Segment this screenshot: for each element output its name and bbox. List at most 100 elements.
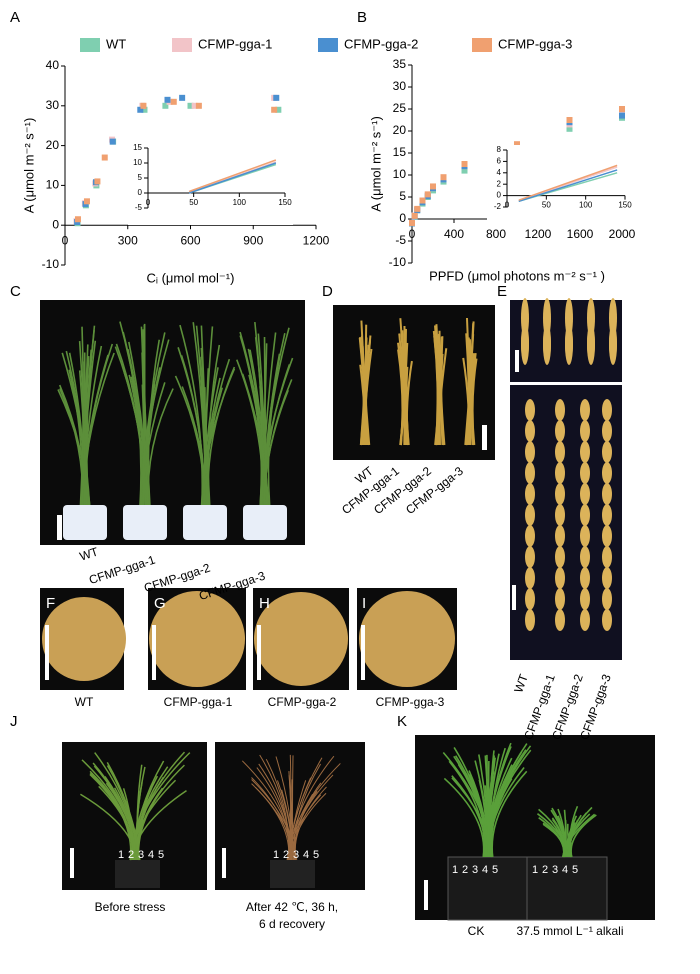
point bbox=[619, 106, 625, 112]
grain bbox=[602, 609, 612, 631]
pot bbox=[115, 860, 160, 888]
grain bbox=[555, 546, 565, 568]
point bbox=[430, 183, 436, 189]
grain bbox=[602, 546, 612, 568]
grain bbox=[543, 325, 551, 365]
f-i-label: CFMP-gga-1 bbox=[164, 695, 233, 709]
grain bbox=[580, 420, 590, 442]
grain bbox=[602, 525, 612, 547]
y-axis-label: A (μmol m⁻² s⁻¹) bbox=[368, 116, 383, 212]
point bbox=[425, 191, 431, 197]
point bbox=[420, 198, 426, 204]
x-tick-label: 400 bbox=[444, 227, 464, 241]
grain bbox=[609, 325, 617, 365]
panel-letter: G bbox=[154, 595, 166, 612]
point bbox=[412, 213, 418, 219]
point bbox=[179, 95, 185, 101]
f-i-label: CFMP-gga-3 bbox=[376, 695, 445, 709]
grain bbox=[525, 609, 535, 631]
pot-number: 4 bbox=[562, 864, 568, 876]
grain bbox=[602, 504, 612, 526]
grain bbox=[580, 399, 590, 421]
j-label: 6 d recovery bbox=[259, 917, 325, 931]
panel-letter: C bbox=[10, 283, 21, 300]
panel-letter: A bbox=[10, 9, 20, 26]
pot bbox=[123, 505, 167, 540]
grain bbox=[555, 420, 565, 442]
x-tick-label: 2000 bbox=[609, 227, 636, 241]
panel-letter: E bbox=[497, 283, 507, 300]
y-tick-label: 10 bbox=[393, 167, 407, 181]
y-tick-label: 30 bbox=[46, 98, 60, 112]
pot-number: 5 bbox=[492, 864, 498, 876]
grain bbox=[555, 399, 565, 421]
legend-swatch bbox=[472, 38, 492, 52]
pot-number: 1 bbox=[273, 849, 279, 861]
grain bbox=[602, 462, 612, 484]
grain bbox=[580, 567, 590, 589]
x-tick-label: 900 bbox=[243, 233, 263, 247]
panel-letter: J bbox=[10, 713, 18, 730]
grain bbox=[521, 325, 529, 365]
y-tick-label: 10 bbox=[46, 178, 60, 192]
x-tick-label: 1200 bbox=[303, 233, 330, 247]
pot-number: 5 bbox=[572, 864, 578, 876]
pot-number: 5 bbox=[158, 849, 164, 861]
y-tick-label: 10 bbox=[133, 158, 142, 167]
grain bbox=[525, 441, 535, 463]
y-tick-label: -2 bbox=[494, 202, 502, 211]
y-tick-label: 0 bbox=[399, 211, 406, 225]
y-tick-label: 0 bbox=[52, 217, 59, 231]
grain bbox=[525, 420, 535, 442]
panel-letter: K bbox=[397, 713, 407, 730]
grain bbox=[525, 483, 535, 505]
x-tick-label: 150 bbox=[618, 201, 632, 210]
legend-label: CFMP-gga-2 bbox=[344, 36, 418, 51]
grain bbox=[602, 420, 612, 442]
f-i-label: WT bbox=[75, 695, 94, 709]
grain bbox=[555, 441, 565, 463]
grain bbox=[555, 504, 565, 526]
grain bbox=[555, 483, 565, 505]
point bbox=[94, 178, 100, 184]
y-tick-label: 5 bbox=[399, 189, 406, 203]
grain bbox=[580, 462, 590, 484]
y-tick-label: 15 bbox=[133, 143, 142, 152]
pot-number: 4 bbox=[482, 864, 488, 876]
k-label: 37.5 mmol L⁻¹ alkali bbox=[516, 924, 623, 938]
pot bbox=[63, 505, 107, 540]
y-tick-label: -10 bbox=[42, 257, 60, 271]
grain bbox=[602, 588, 612, 610]
c-label: WT bbox=[78, 544, 101, 563]
y-tick-label: 0 bbox=[138, 188, 143, 197]
grain bbox=[602, 399, 612, 421]
y-tick-label: 4 bbox=[497, 168, 502, 177]
legend-label: CFMP-gga-3 bbox=[498, 36, 572, 51]
x-axis-label: PPFD (μmol photons m⁻² s⁻¹ ) bbox=[429, 268, 605, 283]
y-tick-label: 8 bbox=[497, 145, 502, 154]
grain bbox=[525, 588, 535, 610]
point bbox=[619, 113, 625, 119]
y-axis-label: A (μmol m⁻² s⁻¹) bbox=[21, 118, 36, 214]
legend-swatch bbox=[172, 38, 192, 52]
x-tick-label: 300 bbox=[118, 233, 138, 247]
x-tick-label: 100 bbox=[579, 201, 593, 210]
grain bbox=[580, 546, 590, 568]
grain bbox=[580, 504, 590, 526]
point bbox=[164, 97, 170, 103]
x-tick-label: 600 bbox=[180, 233, 200, 247]
y-tick-label: 25 bbox=[393, 101, 407, 115]
pot-number: 2 bbox=[462, 864, 468, 876]
grain bbox=[525, 504, 535, 526]
grain bbox=[580, 609, 590, 631]
y-tick-label: -5 bbox=[395, 233, 406, 247]
pot-number: 4 bbox=[148, 849, 154, 861]
legend-label: WT bbox=[106, 36, 126, 51]
point bbox=[273, 95, 279, 101]
y-tick-label: 20 bbox=[393, 123, 407, 137]
pot-number: 2 bbox=[128, 849, 134, 861]
x-tick-label: 0 bbox=[62, 233, 69, 247]
k-label: CK bbox=[468, 924, 485, 938]
